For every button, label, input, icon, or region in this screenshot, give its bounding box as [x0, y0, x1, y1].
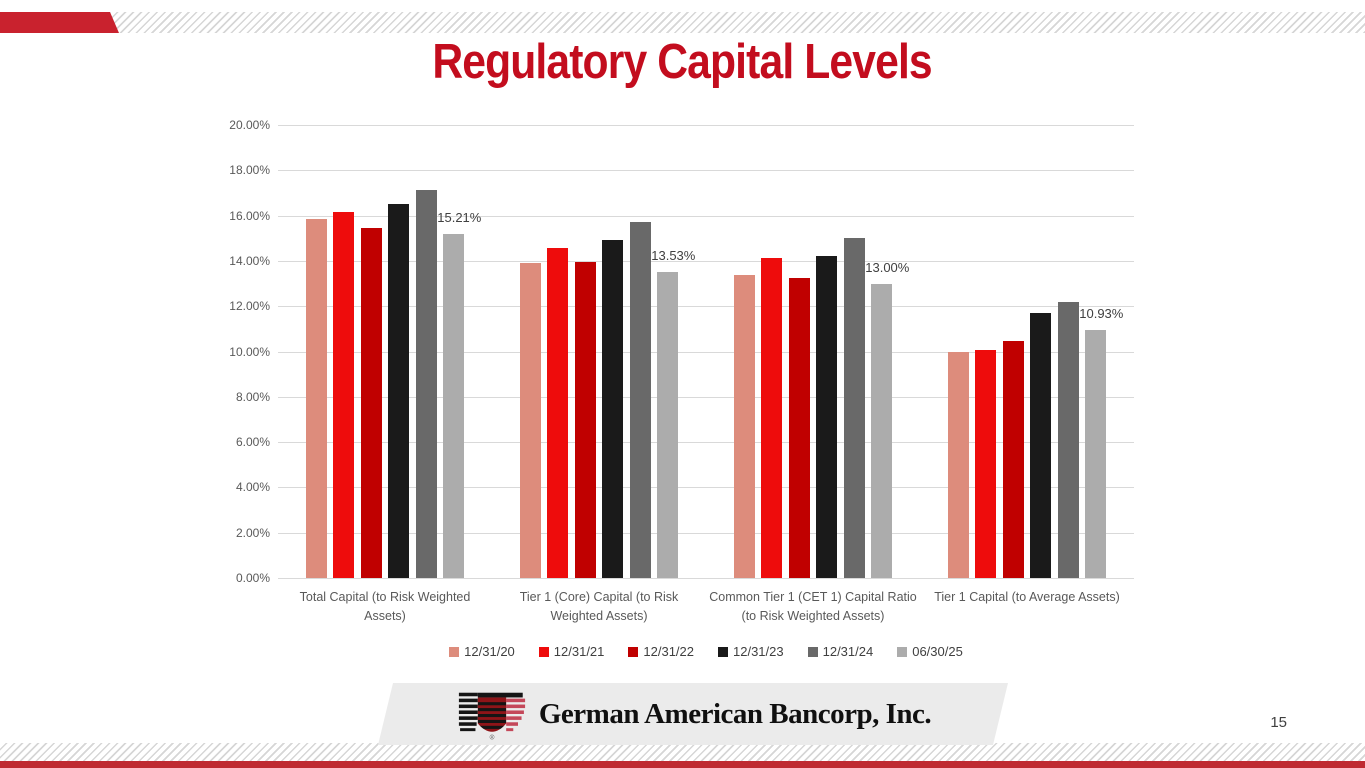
gridline: [278, 125, 1134, 126]
bar: [1030, 313, 1052, 578]
gridline: [278, 442, 1134, 444]
y-axis-tick: 10.00%: [229, 344, 270, 359]
bar-groups: 15.21% 13.53% 13.00% 10.93%: [278, 125, 1134, 578]
category-label: Common Tier 1 (CET 1) Capital Ratio (to …: [709, 590, 917, 623]
gridline: [278, 351, 1134, 353]
gridline: [278, 260, 1134, 262]
legend-item: 12/31/21: [538, 644, 605, 659]
gridline: [278, 578, 1134, 579]
top-red-tab-shape: [0, 12, 119, 33]
bar: [975, 349, 997, 578]
legend-label: 12/31/21: [553, 644, 605, 659]
y-axis-tick: 2.00%: [235, 525, 270, 540]
bar: [305, 219, 327, 578]
bar: [816, 255, 838, 578]
bar: [574, 262, 596, 578]
y-axis-tick: 14.00%: [229, 253, 270, 268]
page-title: Regulatory Capital Levels: [432, 35, 933, 89]
category-axis-labels: Total Capital (to Risk Weighted Assets) T…: [278, 588, 1134, 626]
registered-trademark-glyph: ®: [489, 733, 494, 740]
gridline: [278, 215, 1134, 217]
bar: 15.21%: [437, 210, 481, 578]
chart-legend: 12/31/20 12/31/21 12/31/22 12/31/23 12/31/24…: [278, 644, 1134, 659]
gridline: [278, 306, 1134, 308]
bar: [947, 351, 969, 578]
gridline: [278, 396, 1134, 398]
bar: 10.93%: [1079, 306, 1123, 578]
legend-label: 12/31/24: [822, 644, 874, 659]
legend-item: 12/31/23: [718, 644, 784, 659]
title-row: Regulatory Capital Levels: [0, 35, 1365, 90]
bar-group: 10.93%: [920, 125, 1134, 578]
gridline: [278, 487, 1134, 489]
bar: [333, 212, 355, 578]
legend-swatch: [807, 646, 818, 657]
legend-label: 12/31/22: [643, 644, 694, 659]
bar: [602, 239, 624, 578]
y-axis-tick: 8.00%: [235, 389, 270, 404]
bar: 13.00%: [865, 260, 909, 578]
data-label: 13.00%: [865, 259, 910, 275]
bottom-red-bar: [0, 761, 1365, 768]
legend-item: 06/30/25: [897, 644, 963, 659]
legend-swatch: [628, 646, 639, 657]
bar: 13.53%: [651, 248, 695, 578]
bar: [388, 204, 410, 578]
category-label: Tier 1 Capital (to Average Assets): [934, 590, 1120, 604]
bottom-hatch-stripe-band: [0, 743, 1365, 761]
bar: [733, 274, 755, 578]
data-label: 15.21%: [437, 209, 482, 225]
top-hatch-stripe-band: [0, 12, 1365, 33]
legend-swatch: [538, 646, 549, 657]
bar: [519, 263, 541, 578]
legend-swatch: [897, 646, 908, 657]
bar: [415, 189, 437, 578]
legend-item: 12/31/20: [449, 644, 515, 659]
bar-group: 13.00%: [706, 125, 920, 578]
legend-label: 12/31/23: [733, 644, 784, 659]
legend-label: 06/30/25: [912, 644, 963, 659]
gridline: [278, 170, 1134, 172]
plot-area: 15.21% 13.53% 13.00% 10.93%: [278, 125, 1134, 579]
data-label: 13.53%: [651, 247, 696, 263]
y-axis-tick: 0.00%: [235, 571, 270, 585]
bar: [788, 277, 810, 578]
data-label: 10.93%: [1079, 306, 1124, 322]
category-label: Tier 1 (Core) Capital (to Risk Weighted …: [519, 590, 679, 623]
legend-swatch: [718, 646, 728, 657]
footer-banner: ® German American Bancorp, Inc.: [378, 683, 1008, 745]
bar-group: 15.21%: [278, 125, 492, 578]
bar: [761, 257, 783, 578]
y-axis-tick: 20.00%: [229, 118, 270, 132]
bar: [1057, 301, 1079, 578]
bar: [843, 238, 865, 578]
legend-item: 12/31/24: [807, 644, 874, 659]
y-axis-tick-labels: 0.00% 2.00% 4.00% 6.00% 8.00% 10.00% 12.00% 14.…: [176, 118, 270, 585]
legend-swatch: [449, 646, 460, 657]
bar: [360, 228, 382, 578]
y-axis-tick: 12.00%: [229, 299, 270, 314]
y-axis-tick: 6.00%: [235, 435, 270, 450]
company-name: German American Bancorp, Inc.: [538, 697, 932, 730]
bar-group: 13.53%: [492, 125, 706, 578]
category-label: Total Capital (to Risk Weighted Assets): [299, 590, 471, 623]
y-axis-tick: 4.00%: [235, 480, 270, 495]
bar: [547, 248, 569, 578]
gridline: [278, 532, 1134, 534]
bar: [629, 222, 651, 578]
legend-label: 12/31/20: [464, 644, 515, 659]
y-axis-tick: 16.00%: [229, 208, 270, 223]
company-logo-shield-icon: ®: [455, 688, 529, 740]
page-number: 15: [1270, 714, 1287, 731]
y-axis-tick: 18.00%: [229, 163, 270, 178]
legend-item: 12/31/22: [628, 644, 694, 659]
bar: [1002, 341, 1024, 578]
